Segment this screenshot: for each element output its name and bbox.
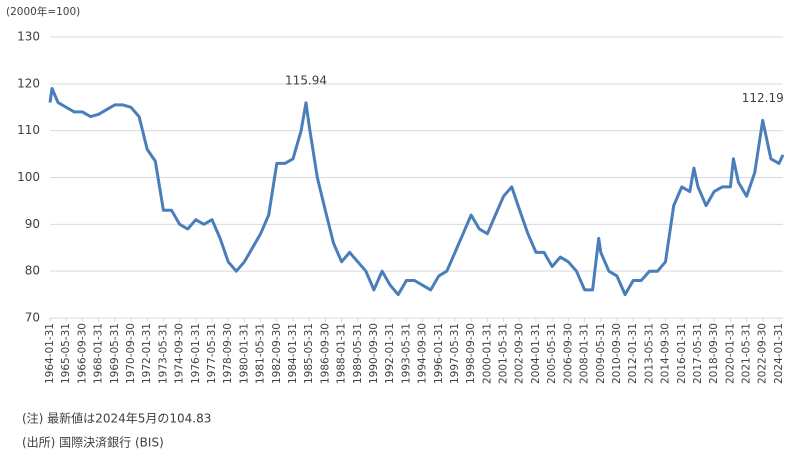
x-tick-label: 2002-09-30 — [514, 323, 526, 384]
x-tick-label: 1970-09-30 — [125, 323, 137, 384]
x-tick-label: 2005-05-31 — [546, 323, 558, 384]
x-tick-label: 2004-01-31 — [530, 323, 542, 384]
note: (出所) 国際決済銀行 (BIS) — [22, 435, 164, 450]
x-tick-label: 2016-01-31 — [676, 323, 688, 384]
x-tick-label: 2000-01-31 — [481, 323, 493, 384]
x-tick-label: 2017-05-31 — [692, 323, 704, 384]
x-tick-label: 2024-01-31 — [773, 323, 785, 384]
x-tick-label: 1972-01-31 — [141, 323, 153, 384]
x-tick-label: 2008-01-31 — [579, 323, 591, 384]
x-tick-label: 1992-01-31 — [384, 323, 396, 384]
x-tick-label: 1989-05-31 — [352, 323, 364, 384]
x-tick-label: 1990-09-30 — [368, 323, 380, 384]
x-tick-label: 1965-05-31 — [60, 323, 72, 384]
x-tick-label: 2021-05-31 — [741, 323, 753, 384]
x-tick-label: 1974-09-30 — [174, 323, 186, 384]
x-tick-label: 2013-05-31 — [643, 323, 655, 384]
x-tick-label: 2001-05-31 — [498, 323, 510, 384]
x-tick-label: 1994-09-30 — [417, 323, 429, 384]
y-tick-label: 110 — [17, 123, 40, 137]
x-tick-label: 1977-05-31 — [206, 323, 218, 384]
y-tick-label: 90 — [25, 217, 40, 231]
x-tick-label: 1976-01-31 — [190, 323, 202, 384]
x-tick-label: 2010-09-30 — [611, 323, 623, 384]
x-tick-label: 2020-01-31 — [724, 323, 736, 384]
x-tick-label: 1981-05-31 — [255, 323, 267, 384]
x-tick-label: 1982-09-30 — [271, 323, 283, 384]
annotation: 112.19 — [742, 91, 784, 105]
x-tick-label: 2022-09-30 — [757, 323, 769, 384]
x-tick-label: 1998-09-30 — [465, 323, 477, 384]
y-axis-label: (2000年=100) — [6, 5, 80, 18]
note: (注) 最新値は2024年5月の104.83 — [22, 411, 211, 426]
y-tick-label: 120 — [17, 76, 40, 90]
x-tick-label: 2006-09-30 — [562, 323, 574, 384]
x-tick-label: 1984-01-31 — [287, 323, 299, 384]
x-tick-label: 1964-01-31 — [44, 323, 56, 384]
y-tick-label: 70 — [25, 311, 40, 325]
x-tick-label: 1988-01-31 — [336, 323, 348, 384]
y-tick-label: 130 — [17, 30, 40, 44]
x-tick-label: 1969-05-31 — [109, 323, 121, 384]
x-tick-label: 1993-05-31 — [400, 323, 412, 384]
x-tick-label: 2009-05-31 — [595, 323, 607, 384]
x-tick-label: 1986-09-30 — [319, 323, 331, 384]
x-tick-label: 1968-01-31 — [93, 323, 105, 384]
x-tick-label: 2018-09-30 — [708, 323, 720, 384]
data-line — [48, 87, 785, 297]
x-tick-label: 1978-09-30 — [222, 323, 234, 384]
x-tick-label: 2014-09-30 — [660, 323, 672, 384]
x-tick-label: 1973-05-31 — [157, 323, 169, 384]
y-tick-label: 80 — [25, 264, 40, 278]
x-tick-label: 1966-09-30 — [76, 323, 88, 384]
x-tick-label: 2012-01-31 — [627, 323, 639, 384]
x-tick-label: 1997-05-31 — [449, 323, 461, 384]
x-tick-label: 1980-01-31 — [238, 323, 250, 384]
annotation: 115.94 — [285, 73, 327, 87]
x-tick-label: 1996-01-31 — [433, 323, 445, 384]
y-tick-label: 100 — [17, 170, 40, 184]
x-tick-label: 1985-05-31 — [303, 323, 315, 384]
